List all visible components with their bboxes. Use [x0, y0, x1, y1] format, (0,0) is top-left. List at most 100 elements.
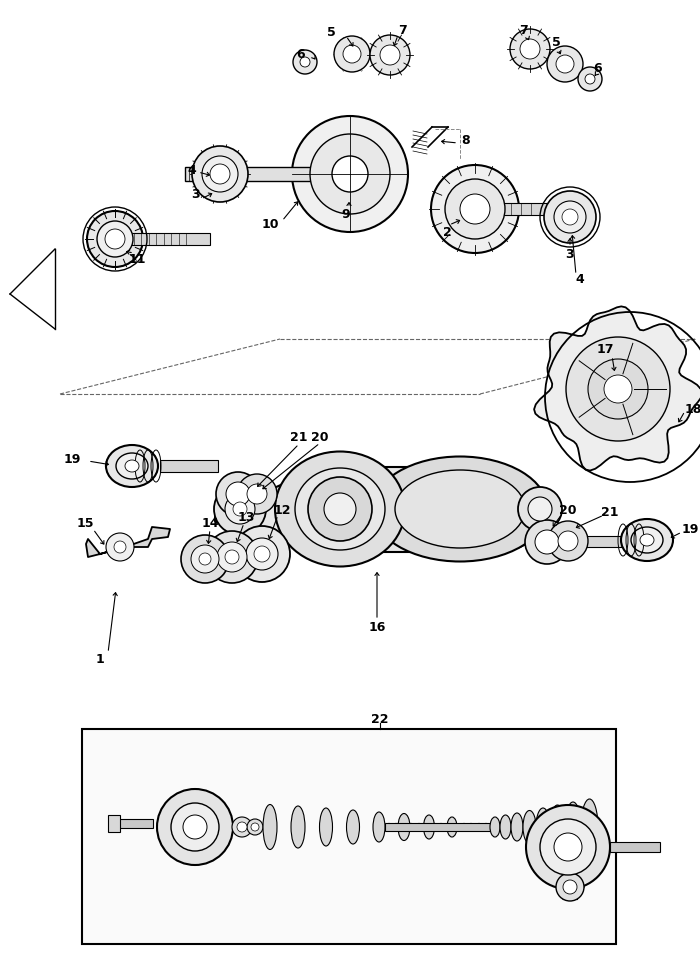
Text: 12: 12 [273, 503, 290, 516]
Circle shape [225, 551, 239, 564]
Text: 10: 10 [261, 217, 279, 230]
Circle shape [544, 192, 596, 244]
Ellipse shape [500, 816, 511, 839]
Circle shape [547, 47, 583, 83]
Circle shape [114, 542, 126, 554]
Ellipse shape [518, 487, 562, 531]
Ellipse shape [511, 813, 523, 841]
Circle shape [254, 547, 270, 562]
Text: 5: 5 [327, 25, 335, 38]
Text: 4: 4 [188, 163, 197, 176]
Circle shape [106, 533, 134, 561]
Circle shape [588, 360, 648, 420]
Circle shape [380, 46, 400, 66]
Polygon shape [86, 527, 170, 557]
Circle shape [192, 147, 248, 202]
Text: 18: 18 [685, 403, 700, 416]
Ellipse shape [424, 816, 435, 839]
Circle shape [525, 520, 569, 564]
Text: 14: 14 [202, 517, 219, 530]
Circle shape [157, 789, 233, 866]
Circle shape [171, 803, 219, 851]
Ellipse shape [447, 818, 457, 837]
Ellipse shape [523, 811, 536, 844]
Ellipse shape [640, 534, 654, 547]
Circle shape [247, 820, 263, 835]
Circle shape [292, 117, 408, 233]
Circle shape [237, 822, 247, 832]
Circle shape [535, 530, 559, 555]
Bar [475, 203, 555, 216]
Circle shape [300, 58, 310, 67]
Ellipse shape [346, 810, 360, 844]
Text: 19: 19 [681, 523, 699, 536]
Circle shape [226, 482, 250, 507]
Ellipse shape [233, 503, 247, 516]
Circle shape [191, 546, 219, 573]
Ellipse shape [621, 519, 673, 561]
Text: 13: 13 [237, 511, 255, 524]
Circle shape [540, 820, 596, 875]
Ellipse shape [565, 802, 581, 852]
Circle shape [578, 67, 602, 92]
Ellipse shape [536, 808, 550, 846]
Ellipse shape [275, 452, 405, 567]
Circle shape [585, 75, 595, 85]
Bar [610, 842, 660, 852]
Polygon shape [215, 467, 555, 555]
Ellipse shape [490, 818, 500, 837]
Text: 15: 15 [76, 517, 94, 530]
Circle shape [310, 135, 390, 215]
Circle shape [97, 222, 133, 258]
Text: 9: 9 [342, 208, 350, 221]
Circle shape [334, 37, 370, 73]
Circle shape [548, 521, 588, 561]
Circle shape [431, 166, 519, 253]
Ellipse shape [263, 805, 277, 850]
Ellipse shape [319, 808, 332, 846]
Bar [160, 461, 218, 472]
Circle shape [562, 210, 578, 226]
Circle shape [232, 818, 252, 837]
Circle shape [566, 337, 670, 441]
Ellipse shape [581, 799, 598, 855]
Ellipse shape [631, 527, 663, 554]
Text: 22: 22 [371, 713, 388, 726]
Circle shape [526, 805, 610, 889]
Circle shape [87, 212, 143, 268]
Ellipse shape [125, 461, 139, 472]
Text: 7: 7 [398, 23, 407, 36]
Circle shape [206, 531, 258, 584]
Circle shape [210, 165, 230, 185]
Ellipse shape [395, 470, 525, 549]
Circle shape [181, 535, 229, 584]
Text: 16: 16 [368, 621, 386, 634]
Text: 1: 1 [96, 653, 104, 666]
Circle shape [237, 474, 277, 514]
Text: 5: 5 [552, 35, 561, 49]
Circle shape [558, 531, 578, 552]
Text: 3: 3 [566, 248, 574, 261]
Circle shape [556, 56, 574, 74]
Text: 11: 11 [128, 253, 146, 266]
Text: 6: 6 [297, 49, 305, 62]
Circle shape [234, 526, 290, 583]
Ellipse shape [398, 814, 410, 841]
Bar [118, 820, 153, 828]
Text: 8: 8 [462, 133, 470, 147]
Text: 21: 21 [601, 505, 619, 518]
Polygon shape [534, 307, 700, 471]
Bar [82, 730, 616, 944]
Ellipse shape [116, 454, 148, 479]
Text: 20: 20 [559, 503, 577, 516]
Circle shape [202, 156, 238, 193]
Circle shape [183, 816, 207, 839]
Circle shape [510, 30, 550, 70]
Circle shape [556, 873, 584, 901]
Circle shape [370, 36, 410, 76]
Bar [130, 234, 210, 245]
Circle shape [460, 195, 490, 225]
Circle shape [554, 201, 586, 234]
Circle shape [324, 494, 356, 525]
Text: 20: 20 [312, 431, 329, 444]
